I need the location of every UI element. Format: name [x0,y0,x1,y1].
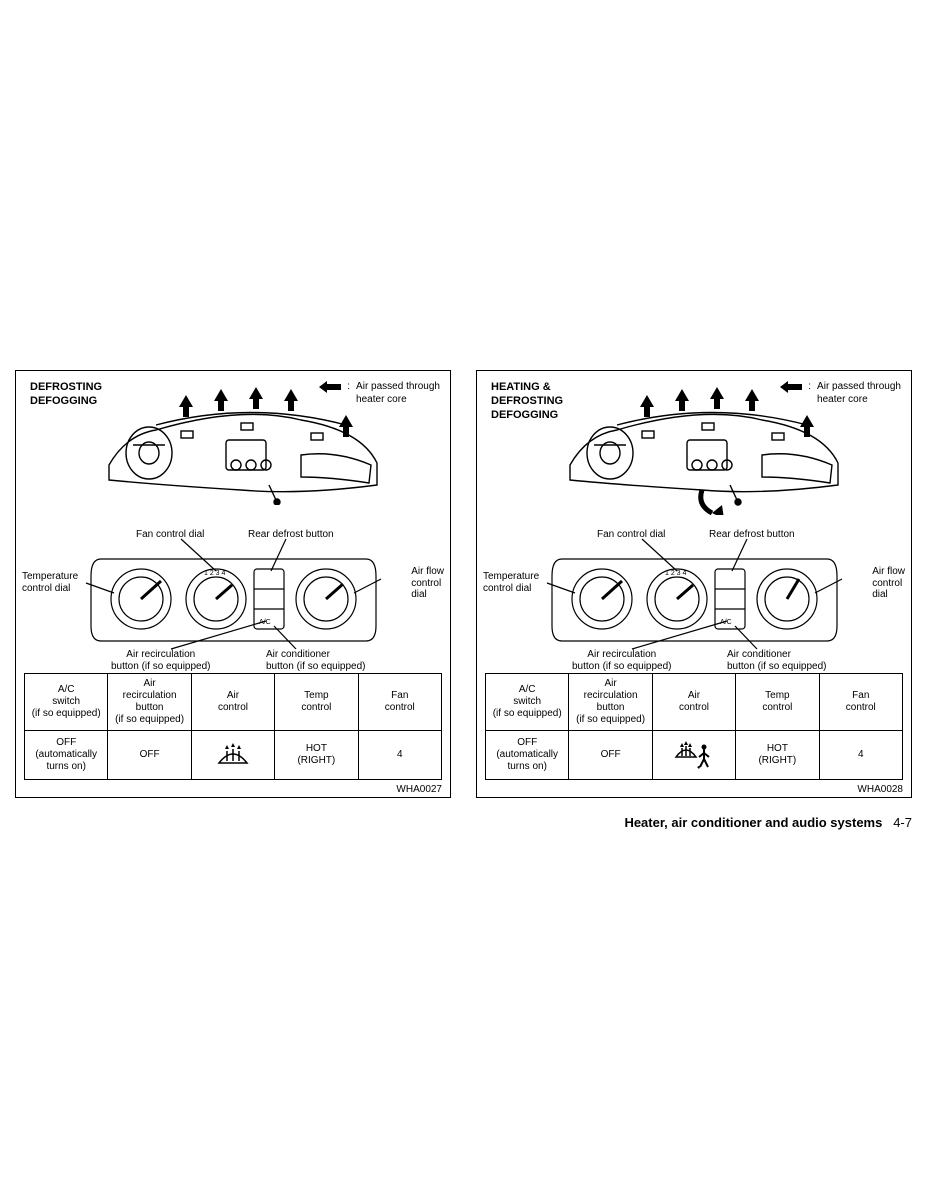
cell: OFF [569,731,652,780]
figure-code: WHA0027 [396,784,442,795]
col-header: Fancontrol [358,674,441,731]
svg-text:1 2 3 4: 1 2 3 4 [665,570,687,577]
cell: HOT(RIGHT) [275,731,358,780]
panel-heating-defrosting: HEATING &DEFROSTINGDEFOGGING : Air passe… [476,370,912,798]
cell [652,731,735,780]
table-row: OFF(automaticallyturns on) OFF HOT(RIGHT… [25,731,442,780]
cell: OFF(automaticallyturns on) [25,731,108,780]
figure-code: WHA0028 [857,784,903,795]
col-header: Tempcontrol [736,674,819,731]
cell [191,731,274,780]
diagram-panels: DEFROSTINGDEFOGGING : Air passed through… [15,370,912,798]
col-header: Aircontrol [191,674,274,731]
dashboard-illustration [562,385,852,505]
page-number: 4-7 [893,815,912,830]
cell: OFF(automaticallyturns on) [486,731,569,780]
settings-table: A/Cswitch(if so equipped) Airrecirculati… [24,673,442,780]
page-footer: Heater, air conditioner and audio system… [624,815,912,830]
table-row: OFF(automaticallyturns on) OFF HOT(RIGHT… [486,731,903,780]
panel-defrosting: DEFROSTINGDEFOGGING : Air passed through… [15,370,451,798]
col-header: Fancontrol [819,674,902,731]
cell: HOT(RIGHT) [736,731,819,780]
col-header: A/Cswitch(if so equipped) [486,674,569,731]
hvac-controls-illustration: Fan control dial Rear defrost button Tem… [16,521,450,691]
panel-title: DEFROSTINGDEFOGGING [30,381,102,409]
table-header-row: A/Cswitch(if so equipped) Airrecirculati… [25,674,442,731]
col-header: Tempcontrol [275,674,358,731]
col-header: A/Cswitch(if so equipped) [25,674,108,731]
col-header: Airrecirculationbutton(if so equipped) [108,674,191,731]
cell: 4 [819,731,902,780]
section-title: Heater, air conditioner and audio system… [624,815,882,830]
table-header-row: A/Cswitch(if so equipped) Airrecirculati… [486,674,903,731]
col-header: Aircontrol [652,674,735,731]
cell: OFF [108,731,191,780]
dashboard-illustration [101,385,391,505]
svg-text:1 2 3 4: 1 2 3 4 [204,570,226,577]
col-header: Airrecirculationbutton(if so equipped) [569,674,652,731]
panel-title: HEATING &DEFROSTINGDEFOGGING [491,381,563,422]
cell: 4 [358,731,441,780]
hvac-controls-illustration: Fan control dial Rear defrost button Tem… [477,521,911,691]
settings-table: A/Cswitch(if so equipped) Airrecirculati… [485,673,903,780]
